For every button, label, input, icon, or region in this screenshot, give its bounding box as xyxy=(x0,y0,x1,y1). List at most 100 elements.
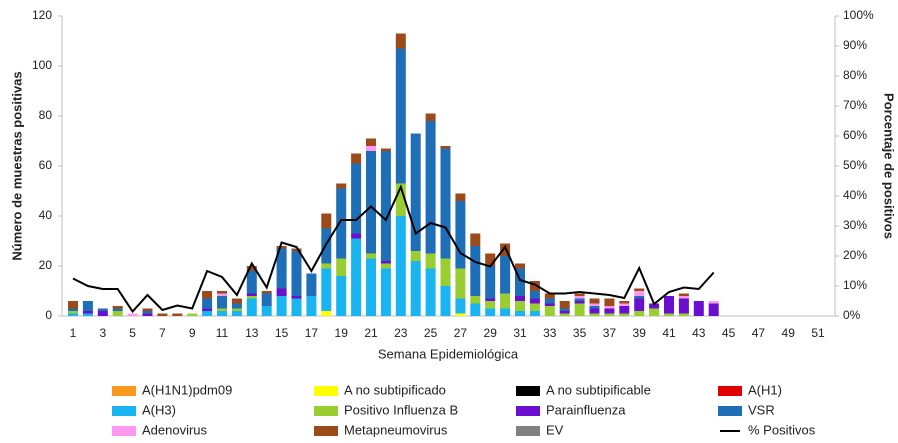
y-tick-label: 120 xyxy=(32,8,52,22)
bar-segment xyxy=(425,253,436,269)
bar-segment xyxy=(574,298,585,301)
bar-segment xyxy=(351,233,362,239)
y-tick-label: 0 xyxy=(45,308,52,322)
bar-segment xyxy=(231,311,242,316)
bar-segment xyxy=(187,313,198,316)
bar-segment xyxy=(306,296,317,316)
bar-segment xyxy=(440,146,451,149)
bar-segment xyxy=(500,293,511,309)
legend-swatch xyxy=(112,426,136,436)
y2-tick-label: 40% xyxy=(843,188,867,202)
y2-tick-label: 30% xyxy=(843,218,867,232)
bar-segment xyxy=(97,308,108,311)
bar-segment xyxy=(217,293,227,296)
y2-tick-label: 20% xyxy=(843,248,867,262)
bar-segment xyxy=(231,308,242,311)
bar-segment xyxy=(68,311,78,314)
x-tick-label: 7 xyxy=(159,326,166,340)
bar-segment xyxy=(112,311,123,316)
legend-swatch xyxy=(516,406,540,416)
x-tick-label: 27 xyxy=(454,326,468,340)
bar-segment xyxy=(321,263,332,269)
bar-segment xyxy=(515,268,525,296)
bar-segment xyxy=(291,248,302,251)
x-tick-label: 29 xyxy=(484,326,498,340)
x-tick-label: 15 xyxy=(275,326,289,340)
y-axis-title: Número de muestras positivas xyxy=(9,71,24,260)
bar-segment xyxy=(604,308,615,314)
x-tick-label: 3 xyxy=(99,326,106,340)
bar-segment xyxy=(82,311,93,314)
y-tick-label: 100 xyxy=(32,58,52,72)
y2-tick-label: 0% xyxy=(843,308,861,322)
bar-segment xyxy=(82,313,93,316)
bar-segment xyxy=(485,253,496,266)
bar-segment xyxy=(306,273,317,296)
x-tick-label: 17 xyxy=(305,326,319,340)
bar-segment xyxy=(440,286,451,316)
legend-label: EV xyxy=(546,422,564,437)
legend-swatch xyxy=(718,386,742,396)
bar-segment xyxy=(515,263,525,269)
legend-swatch xyxy=(516,426,540,436)
bar-segment xyxy=(574,301,585,304)
bar-segment xyxy=(246,298,257,316)
bar-segment xyxy=(559,308,570,311)
bar-segment xyxy=(455,313,466,316)
bar-segment xyxy=(366,151,376,254)
bar-segment xyxy=(619,306,630,314)
legend-label: A no subtipificable xyxy=(546,382,651,397)
bar-segment xyxy=(485,298,496,301)
bar-segment xyxy=(336,188,347,259)
bar-segment xyxy=(708,303,719,316)
bar-segment xyxy=(261,306,272,316)
bar-segment xyxy=(217,296,227,309)
bar-segment xyxy=(82,301,93,311)
y2-tick-label: 70% xyxy=(843,98,867,112)
x-tick-label: 51 xyxy=(811,326,825,340)
x-tick-label: 41 xyxy=(662,326,676,340)
x-tick-label: 25 xyxy=(424,326,438,340)
legend-swatch xyxy=(314,426,338,436)
bar-segment xyxy=(589,308,600,314)
bar-segment xyxy=(336,276,347,316)
bar-segment xyxy=(217,291,227,294)
legend-label: A(H1) xyxy=(748,382,782,397)
x-tick-label: 35 xyxy=(573,326,587,340)
bar-segment xyxy=(634,288,645,291)
bar-segment xyxy=(291,251,302,296)
bar-segment xyxy=(276,296,287,316)
bar-segment xyxy=(97,311,108,316)
x-axis-title: Semana Epidemiológica xyxy=(378,346,519,361)
legend-label: Parainfluenza xyxy=(546,402,626,417)
legend-swatch xyxy=(314,386,338,396)
bar-segment xyxy=(559,301,570,309)
bar-segment xyxy=(470,296,481,304)
bar-segment xyxy=(172,313,183,316)
bar-segment xyxy=(574,293,585,296)
bar-segment xyxy=(351,238,362,316)
bar-segment xyxy=(529,298,540,304)
x-tick-label: 37 xyxy=(603,326,617,340)
bar-segment xyxy=(410,251,421,261)
legend-label: Positivo Influenza B xyxy=(344,402,458,417)
bar-segment xyxy=(336,258,347,276)
bar-segment xyxy=(68,301,78,309)
bar-segment xyxy=(544,306,555,316)
legend-swatch xyxy=(516,386,540,396)
y2-tick-label: 90% xyxy=(843,38,867,52)
bar-segment xyxy=(68,313,78,316)
bar-segment xyxy=(336,183,347,189)
legend-swatch xyxy=(718,406,742,416)
bar-segment xyxy=(246,266,257,271)
y2-tick-label: 80% xyxy=(843,68,867,82)
bar-segment xyxy=(604,313,615,316)
bar-segment xyxy=(112,308,123,311)
bar-segment xyxy=(351,153,362,164)
bar-segment xyxy=(589,313,600,316)
bar-segment xyxy=(366,258,376,316)
bar-segment xyxy=(261,293,272,306)
bar-segment xyxy=(112,306,123,309)
bar-segment xyxy=(515,311,525,316)
